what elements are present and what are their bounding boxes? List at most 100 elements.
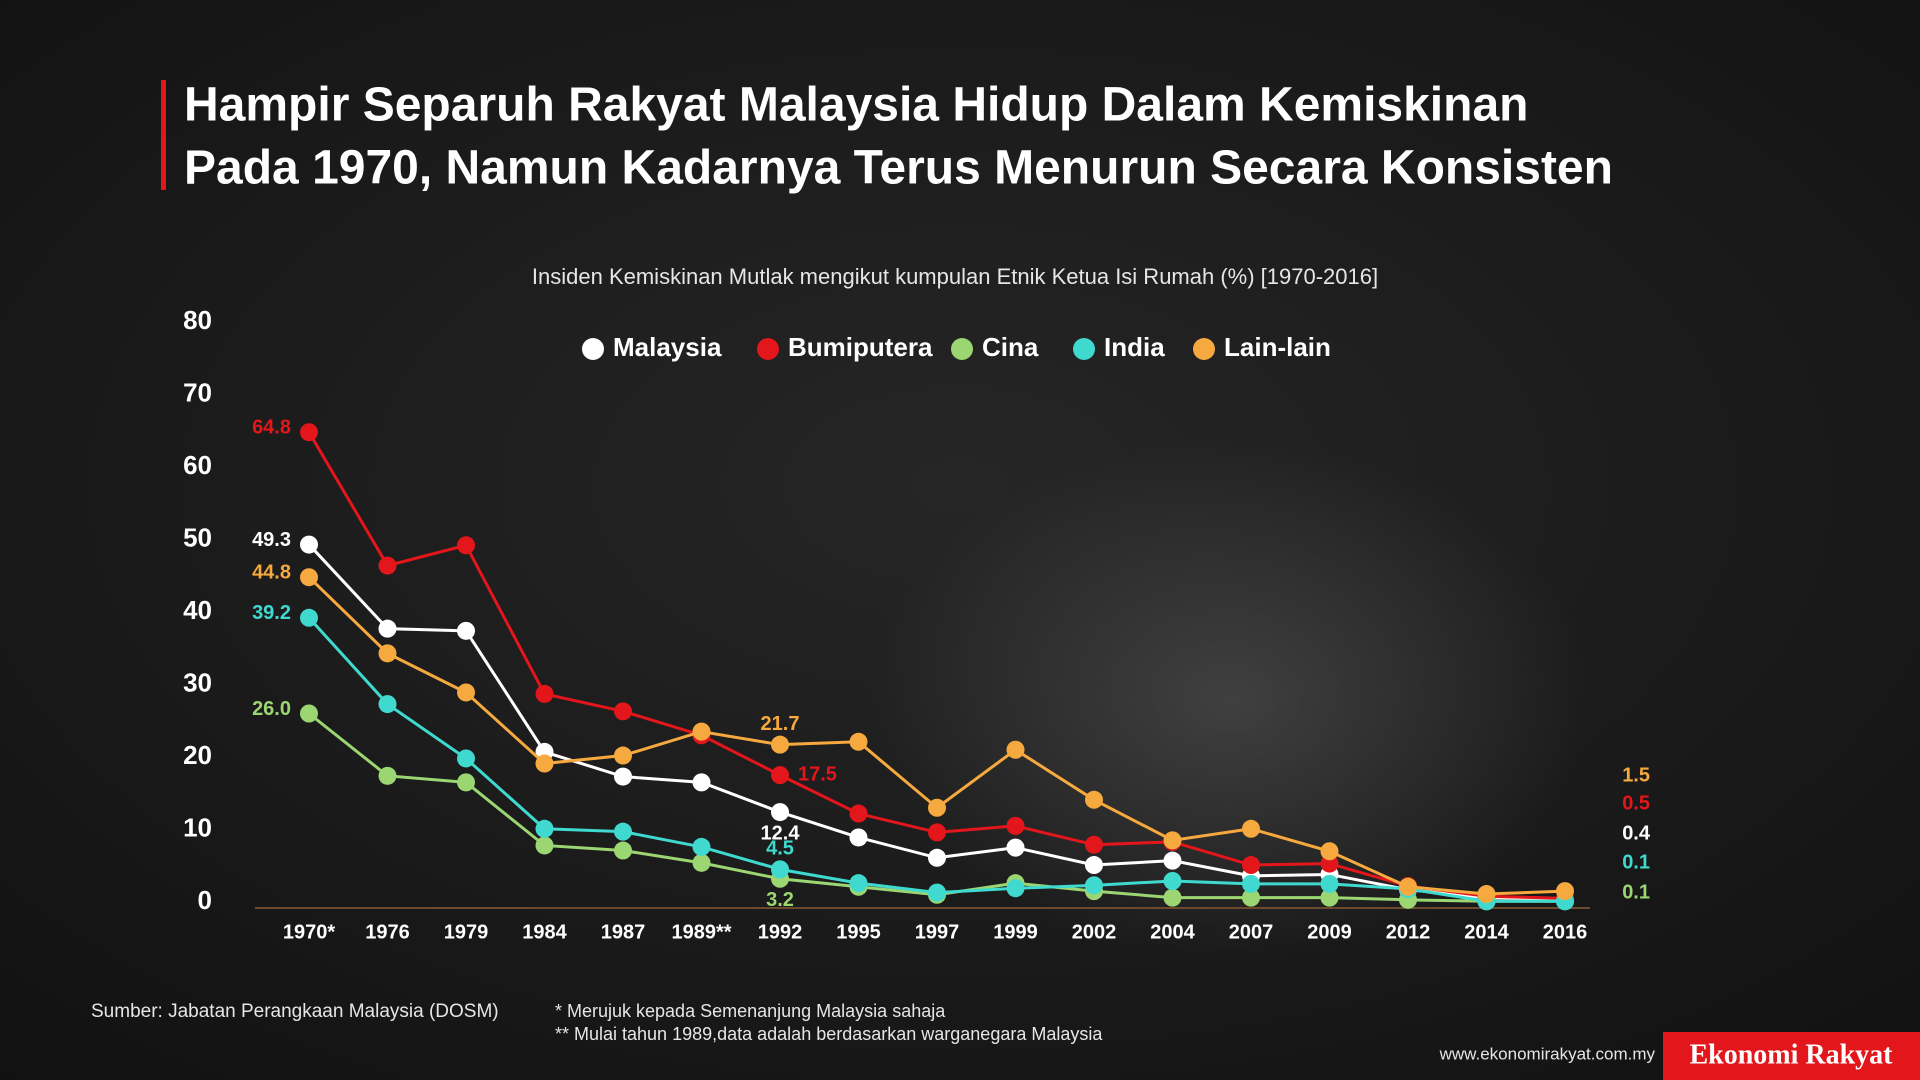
data-point [614,841,632,860]
data-point [849,804,868,823]
note: ** Mulai tahun 1989,data adalah berdasar… [555,1024,1103,1044]
x-tick-label: 1992 [758,921,803,943]
data-point [1320,854,1339,873]
data-point [928,848,946,867]
x-tick-label: 1979 [444,921,489,943]
chart-title: Pada 1970, Namun Kadarnya Terus Menurun … [184,142,1613,195]
x-tick-label: 2016 [1543,921,1588,943]
chart-title: Hampir Separuh Rakyat Malaysia Hidup Dal… [184,79,1528,132]
legend-label: Malaysia [613,332,722,362]
data-point [771,860,789,879]
data-point [300,568,318,587]
data-label: 3.2 [766,889,794,911]
x-tick-label: 1970* [283,921,335,943]
legend-label: India [1104,332,1165,362]
data-point [1242,874,1260,893]
legend-label: Lain-lain [1224,332,1331,362]
data-point [1163,851,1182,870]
data-point [535,819,554,838]
data-point [614,767,632,786]
data-label: 1.5 [1622,764,1650,786]
data-label: 17.5 [798,763,837,785]
data-label: 0.1 [1622,881,1650,903]
y-tick-label: 80 [183,305,212,335]
x-tick-label: 2002 [1072,921,1117,943]
data-label: 21.7 [761,713,800,735]
source: Sumber: Jabatan Perangkaan Malaysia (DOS… [91,1001,499,1022]
data-label: 0.1 [1622,851,1650,873]
data-point [771,735,789,754]
data-point [1399,877,1417,896]
data-point [300,704,318,723]
data-point [692,837,711,856]
y-tick-label: 60 [183,450,212,480]
y-tick-label: 50 [183,522,212,552]
data-label: 44.8 [252,561,291,583]
x-tick-label: 1984 [522,921,567,943]
y-tick-label: 10 [183,812,212,842]
legend-marker [951,338,973,360]
data-point [1163,888,1182,907]
x-tick-label: 2004 [1150,921,1195,943]
data-point [614,746,632,765]
data-point [692,722,711,741]
data-point [1320,888,1339,907]
data-point [1320,842,1339,861]
data-point [378,766,397,785]
background-figure [870,440,1590,960]
data-point [771,766,789,785]
x-tick-label: 1997 [915,921,960,943]
data-point [928,798,946,817]
legend-marker [582,338,604,360]
data-point [1242,819,1260,838]
data-point [1320,874,1339,893]
y-tick-label: 20 [183,740,212,770]
legend-marker [757,338,779,360]
x-tick-label: 1987 [601,921,646,943]
data-point [928,823,946,842]
x-tick-label: 1989** [671,921,731,943]
data-label: 26.0 [252,698,291,720]
data-label: 49.3 [252,529,291,551]
data-point [378,619,397,638]
legend-label: Bumiputera [788,332,933,362]
title-accent [161,80,166,190]
data-point [1242,856,1260,875]
data-point [1006,816,1025,835]
x-tick-label: 2014 [1464,921,1509,943]
y-tick-label: 70 [183,377,212,407]
y-tick-label: 0 [198,885,212,915]
data-point [1163,871,1182,890]
x-tick-label: 1976 [365,921,410,943]
data-point [457,536,475,555]
data-point [1006,879,1025,898]
data-point [849,828,868,847]
x-tick-label: 1999 [993,921,1038,943]
data-point [849,732,868,751]
y-tick-label: 30 [183,667,212,697]
x-tick-label: 1995 [836,921,881,943]
data-point [771,803,789,822]
data-point [300,423,318,442]
data-point [1085,790,1103,809]
legend-marker [1193,338,1215,360]
chart-subtitle: Insiden Kemiskinan Mutlak mengikut kumpu… [532,264,1378,289]
x-tick-label: 2009 [1307,921,1352,943]
data-point [378,695,397,714]
data-point [1006,838,1025,857]
data-point [614,702,632,721]
data-point [378,644,397,663]
data-point [1477,885,1496,904]
data-point [457,773,475,792]
data-point [535,754,554,773]
x-tick-label: 2012 [1386,921,1431,943]
data-point [849,874,868,893]
brand: Ekonomi Rakyat [1689,1039,1893,1070]
data-point [300,608,318,627]
data-label: 64.8 [252,416,291,438]
data-point [614,822,632,841]
data-point [1556,882,1574,901]
y-tick-label: 40 [183,595,212,625]
data-point [692,773,711,792]
data-label: 39.2 [252,602,291,624]
